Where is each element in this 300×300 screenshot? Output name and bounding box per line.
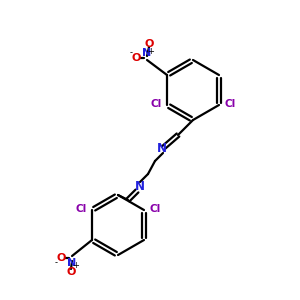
Text: -: -: [55, 259, 58, 268]
Text: N: N: [135, 181, 145, 194]
Text: +: +: [148, 47, 154, 56]
Text: O: O: [144, 39, 154, 49]
Text: Cl: Cl: [149, 204, 161, 214]
Text: Cl: Cl: [75, 204, 87, 214]
Text: O: O: [66, 267, 76, 277]
Text: Cl: Cl: [150, 99, 162, 109]
Text: +: +: [73, 260, 80, 269]
Text: N: N: [142, 48, 152, 58]
Text: Cl: Cl: [224, 99, 236, 109]
Text: O: O: [131, 53, 141, 63]
Text: O: O: [56, 253, 66, 263]
Text: N: N: [68, 258, 76, 268]
Text: N: N: [157, 142, 167, 154]
Text: -: -: [130, 49, 133, 58]
